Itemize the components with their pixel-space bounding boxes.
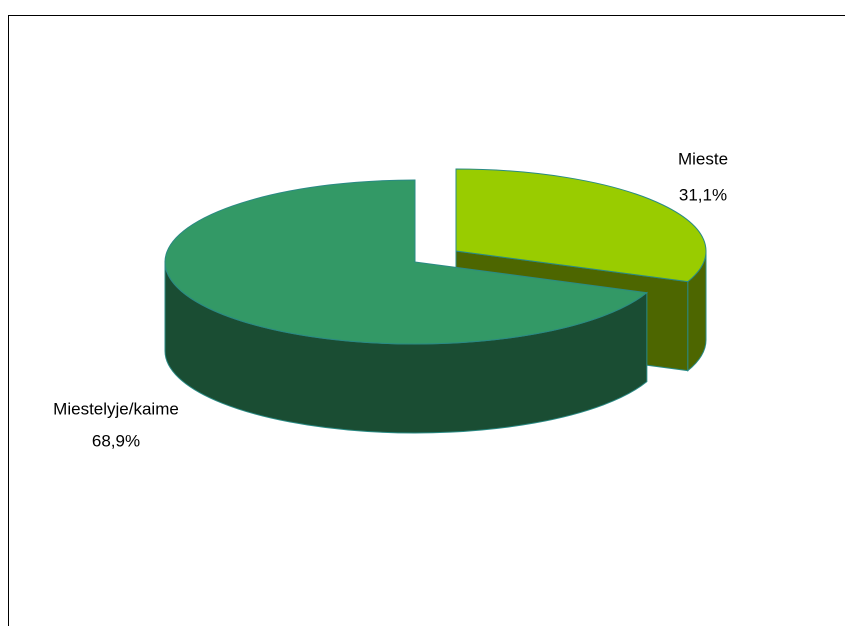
slice-label: Miestelyje/kaime (53, 399, 179, 418)
slice-label: Mieste (678, 149, 728, 168)
slice (455, 168, 707, 283)
slice (164, 179, 649, 345)
value-label: 31,1% (679, 185, 727, 204)
value-label: 68,9% (92, 431, 140, 450)
chart-frame (8, 15, 845, 626)
